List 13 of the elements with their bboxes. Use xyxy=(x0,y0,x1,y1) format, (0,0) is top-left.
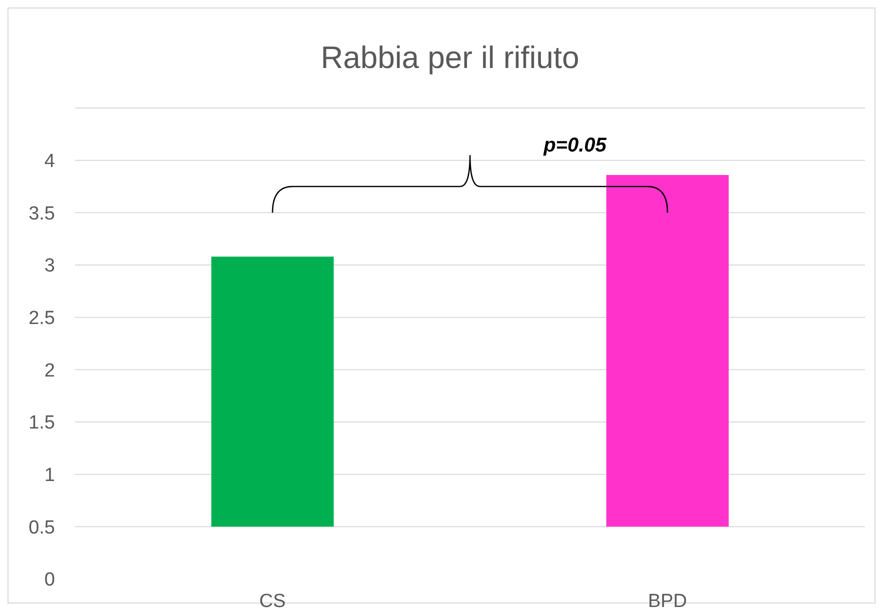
y-tick-label: 3 xyxy=(44,256,55,277)
y-tick-label: 0 xyxy=(44,570,55,591)
y-tick-label: 4 xyxy=(44,150,56,172)
y-tick-label: 0.5 xyxy=(28,517,55,538)
y-tick-label: 3.5 xyxy=(28,203,55,224)
x-tick-label: BPD xyxy=(648,591,688,611)
x-tick-label: CS xyxy=(259,591,286,611)
y-tick-label: 1 xyxy=(44,464,55,486)
y-tick-label: 1.5 xyxy=(28,412,55,434)
chart-title: Rabbia per il rifiuto xyxy=(320,40,580,75)
annotation: p=0.05 xyxy=(542,134,608,157)
y-tick-label: 2.5 xyxy=(28,308,55,329)
y-tick-label: 2 xyxy=(44,360,55,382)
